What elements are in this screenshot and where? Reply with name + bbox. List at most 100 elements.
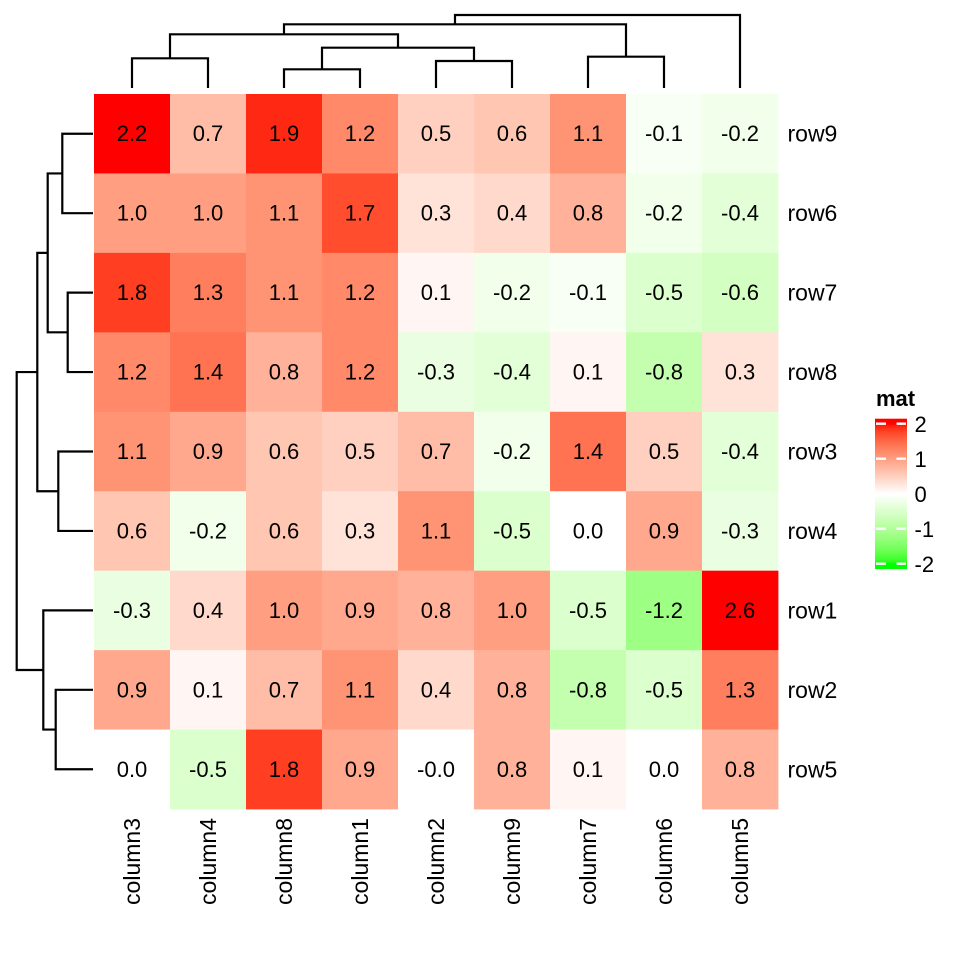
cell-value: 0.9 — [193, 439, 224, 464]
legend-title: mat — [876, 386, 916, 411]
legend-colorbar — [875, 418, 907, 570]
heatmap-cell — [322, 570, 399, 651]
cell-value: 0.6 — [117, 518, 148, 543]
legend-gradient-stripe — [875, 528, 907, 531]
legend-gradient-stripe — [875, 451, 907, 454]
legend-gradient-stripe — [875, 459, 907, 462]
cell-value: -0.5 — [493, 518, 531, 543]
legend-tick — [896, 457, 906, 460]
legend-tick — [876, 457, 886, 460]
heatmap-cell — [474, 729, 551, 810]
heatmap-cell — [398, 252, 475, 333]
legend-gradient-stripe — [875, 531, 907, 534]
column-labels: column3 column4 column8 column1 column2 colum… — [119, 818, 753, 905]
legend-gradient-stripe — [875, 519, 907, 522]
heatmap-cell — [246, 411, 323, 492]
legend-gradient-stripe — [875, 441, 907, 444]
column-dendrogram — [130, 13, 742, 88]
heatmap-cell — [94, 491, 171, 572]
heatmap-cell — [94, 332, 171, 413]
cell-value: 0.9 — [649, 518, 680, 543]
legend-tick-labels: 2 1 0 -1 -2 — [915, 412, 935, 577]
dendrogram-link — [15, 370, 44, 672]
legend-tick-label: 0 — [915, 482, 927, 507]
cell-value: 0.0 — [117, 757, 148, 782]
legend-gradient-stripe — [875, 466, 907, 469]
legend-gradient-stripe — [875, 493, 907, 496]
heatmap-cell — [322, 173, 399, 254]
heatmap-cell — [246, 491, 323, 572]
row-label: row5 — [788, 756, 838, 782]
cell-value: 0.7 — [421, 439, 452, 464]
legend-gradient-stripe — [875, 457, 907, 460]
heatmap-cell — [94, 729, 171, 810]
heatmap-cell — [170, 173, 247, 254]
cell-value: 0.8 — [269, 360, 300, 385]
legend-gradient-stripe — [875, 499, 907, 502]
cell-value: -0.2 — [493, 439, 531, 464]
legend-gradient-stripe — [875, 490, 907, 493]
row-label: row6 — [788, 200, 838, 226]
heatmap-cell — [474, 332, 551, 413]
legend-gradient-stripe — [875, 421, 907, 424]
heatmap-cell — [322, 650, 399, 730]
legend-tick — [896, 492, 906, 495]
legend-gradient-stripe — [875, 561, 907, 564]
legend-gradient-stripe — [875, 529, 907, 532]
cell-value: 1.0 — [269, 598, 300, 623]
cell-value: 0.1 — [193, 677, 224, 702]
heatmap-cell — [170, 650, 247, 730]
cell-value: -0.5 — [569, 598, 607, 623]
legend-gradient-stripe — [875, 501, 907, 504]
legend-tick-label: -1 — [915, 517, 935, 542]
legend-gradient-stripe — [875, 549, 907, 552]
cell-value: 0.8 — [497, 677, 528, 702]
legend-gradient-stripe — [875, 475, 907, 478]
heatmap-cell — [94, 411, 171, 492]
legend-gradient-stripe — [875, 448, 907, 451]
cell-value: 1.4 — [573, 439, 604, 464]
heatmap-cell — [246, 570, 323, 651]
cell-value: 0.4 — [193, 598, 224, 623]
legend-tick-label: 2 — [915, 412, 927, 437]
heatmap-cell — [550, 173, 627, 254]
heatmap-cell — [550, 650, 627, 730]
legend-gradient-stripe — [875, 523, 907, 526]
heatmap-cell — [702, 650, 779, 730]
heatmap-cell — [626, 332, 703, 413]
cell-value: 1.8 — [117, 280, 148, 305]
legend-gradient-stripe — [875, 435, 907, 438]
legend-gradient-stripe — [875, 489, 907, 492]
heatmap-cell — [246, 252, 323, 333]
legend-gradient-stripe — [875, 567, 907, 570]
cell-value: 0.1 — [573, 360, 604, 385]
heatmap-cell — [550, 491, 627, 572]
legend-gradient-stripe — [875, 541, 907, 544]
cell-value: -0.2 — [493, 280, 531, 305]
heatmap-cell — [626, 729, 703, 810]
cell-value: 0.5 — [345, 439, 376, 464]
legend-tick — [896, 422, 906, 425]
dendrogram-link — [282, 68, 362, 88]
heatmap-cell — [550, 252, 627, 333]
heatmap-cell — [398, 650, 475, 730]
heatmap-cell — [398, 491, 475, 572]
cell-value: 1.4 — [193, 360, 224, 385]
legend-gradient-stripe — [875, 498, 907, 501]
cell-value: 1.2 — [345, 280, 376, 305]
legend-gradient-stripe — [875, 510, 907, 513]
cell-value: -0.3 — [417, 360, 455, 385]
legend-gradient-stripe — [875, 546, 907, 549]
cell-value: 0.6 — [269, 439, 300, 464]
legend-gradient-stripe — [875, 495, 907, 498]
cell-value: 0.1 — [573, 757, 604, 782]
heatmap-cell-values: 2.2 0.7 1.9 1.2 0.5 0.6 1.1 -0.1 -0.2 1.0 1.0 1.1 1.… — [113, 121, 759, 782]
cell-value: -0.8 — [645, 360, 683, 385]
cell-value: -0.2 — [645, 201, 683, 226]
legend-gradient-stripe — [875, 477, 907, 480]
dendrogram-link — [54, 688, 93, 771]
legend-gradient-stripe — [875, 558, 907, 561]
heatmap-cell — [702, 173, 779, 254]
row-label: row3 — [788, 439, 838, 465]
